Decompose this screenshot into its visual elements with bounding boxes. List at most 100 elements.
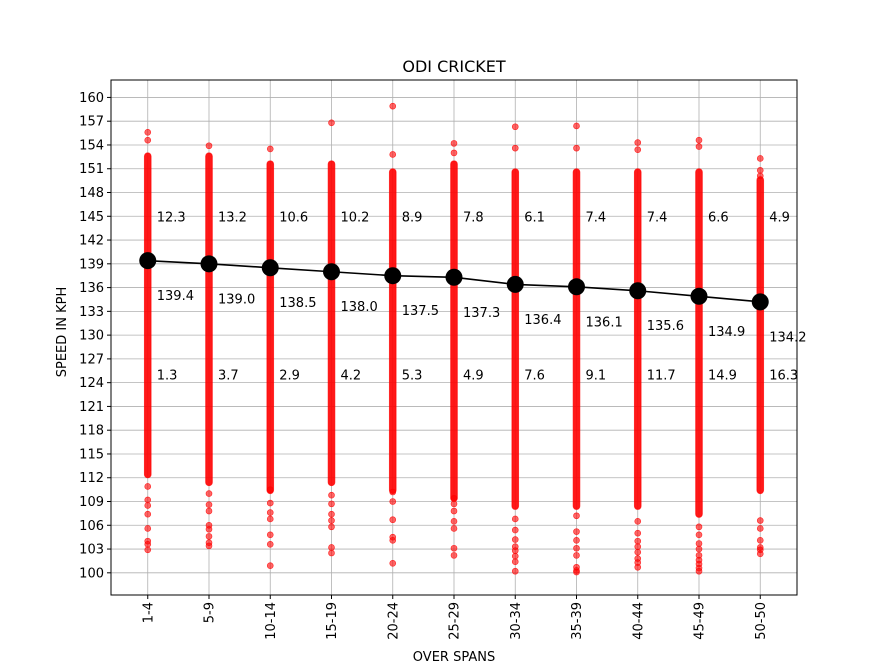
dense-points-1-4 xyxy=(143,152,152,479)
x-tick-label: 1-4 xyxy=(141,602,156,623)
scatter-point xyxy=(756,525,764,532)
scatter-point xyxy=(450,140,458,147)
upper-annotation: 7.8 xyxy=(463,210,484,225)
scatter-point xyxy=(450,518,458,525)
upper-annotation: 7.4 xyxy=(647,210,668,225)
lower-annotation: 9.1 xyxy=(586,369,607,384)
scatter-point xyxy=(205,142,213,150)
scatter-point xyxy=(511,515,519,523)
scatter-point xyxy=(634,543,642,550)
mean-annotation: 136.1 xyxy=(586,315,623,330)
scatter-point xyxy=(144,483,152,490)
scatter-point xyxy=(573,544,580,552)
mean-annotation: 138.5 xyxy=(279,296,316,311)
lower-annotation: 1.3 xyxy=(157,369,178,384)
y-tick-label: 136 xyxy=(79,281,104,296)
scatter-point xyxy=(695,531,703,539)
y-axis-label: SPEED IN KPH xyxy=(55,287,70,378)
mean-annotation: 139.0 xyxy=(218,292,255,307)
scatter-point xyxy=(144,128,152,136)
scatter-point xyxy=(328,500,335,508)
x-tick-label: 10-14 xyxy=(264,602,279,640)
scatter-point xyxy=(144,502,152,509)
scatter-point xyxy=(634,537,642,545)
lower-annotation: 7.6 xyxy=(524,369,545,384)
scatter-point xyxy=(450,507,458,515)
scatter-point xyxy=(205,542,213,550)
chart-title: ODI CRICKET xyxy=(402,57,506,76)
mean-annotation: 138.0 xyxy=(341,300,378,315)
mean-marker xyxy=(139,252,157,270)
mean-marker xyxy=(323,263,340,281)
scatter-point xyxy=(389,498,397,505)
scatter-point xyxy=(266,515,274,523)
y-tick-label: 112 xyxy=(79,471,104,486)
y-tick-label: 103 xyxy=(79,543,104,558)
scatter-point xyxy=(205,533,213,540)
scatter-point xyxy=(266,499,274,507)
scatter-point xyxy=(634,518,642,525)
scatter-point xyxy=(328,517,335,524)
scatter-point xyxy=(756,155,764,162)
scatter-point xyxy=(511,552,519,560)
mean-annotation: 135.6 xyxy=(647,319,684,334)
upper-annotation: 10.6 xyxy=(279,210,308,225)
upper-annotation: 10.2 xyxy=(341,210,370,225)
scatter-point xyxy=(328,544,335,551)
lower-annotation: 5.3 xyxy=(402,369,423,384)
scatter-point xyxy=(634,529,642,537)
mean-series xyxy=(139,252,769,311)
scatter-point xyxy=(756,537,764,544)
dense-points-40-44 xyxy=(633,168,642,510)
upper-annotation: 7.4 xyxy=(586,210,607,225)
x-tick-label: 5-9 xyxy=(203,602,218,623)
scatter-point xyxy=(573,552,580,559)
scatter-point xyxy=(573,568,580,576)
scatter-point xyxy=(144,496,152,504)
x-axis: 1-4 5-9 10-14 15-19 20-24 25-29 30-34 35-39 40-4… xyxy=(141,595,769,640)
scatter-point xyxy=(266,540,274,548)
y-tick-label: 109 xyxy=(79,495,104,510)
y-tick-label: 115 xyxy=(79,447,104,462)
scatter-point xyxy=(695,143,703,150)
y-tick-label: 160 xyxy=(79,91,104,106)
scatter-point xyxy=(205,501,213,508)
annotations: 12.3 139.4 1.3 13.2 139.0 3.7 10.6 138.5 2.9 10.2… xyxy=(157,210,807,383)
mean-annotation: 139.4 xyxy=(157,289,194,304)
y-tick-label: 142 xyxy=(79,234,104,249)
scatter-point xyxy=(450,500,458,508)
upper-annotation: 8.9 xyxy=(402,210,423,225)
scatter-point xyxy=(511,536,519,543)
scatter-point xyxy=(450,149,458,157)
scatter-point xyxy=(266,509,274,516)
scatter-point xyxy=(328,491,335,499)
mean-annotation: 134.2 xyxy=(769,330,806,345)
y-axis: 100 103 106 109 112 115 118 121 124 127 130 133 136 1… xyxy=(79,91,111,581)
lower-annotation: 14.9 xyxy=(708,369,737,384)
scatter-point xyxy=(511,547,519,554)
scatter-point xyxy=(389,102,397,110)
dense-points-25-29 xyxy=(450,160,458,503)
scatter-point xyxy=(573,144,580,152)
scatter-point xyxy=(144,546,152,554)
scatter-point xyxy=(756,517,764,524)
y-tick-label: 145 xyxy=(79,210,104,225)
scatter-point xyxy=(573,537,580,544)
scatter-point xyxy=(266,145,274,153)
scatter-point xyxy=(756,167,764,174)
scatter-point xyxy=(389,537,397,544)
mean-marker xyxy=(751,293,769,311)
scatter-point xyxy=(756,172,764,180)
dense-points-30-34 xyxy=(511,168,520,510)
scatter-point xyxy=(389,516,397,524)
scatter-point xyxy=(511,123,519,131)
x-tick-label: 35-39 xyxy=(570,602,585,640)
y-tick-label: 139 xyxy=(79,257,104,272)
scatter-point xyxy=(389,488,397,496)
y-tick-label: 100 xyxy=(79,566,104,581)
scatter-point xyxy=(573,122,580,130)
x-tick-label: 45-49 xyxy=(693,602,708,640)
scatter-point xyxy=(205,507,213,515)
scatter-point xyxy=(266,486,274,493)
mean-marker xyxy=(445,268,463,286)
